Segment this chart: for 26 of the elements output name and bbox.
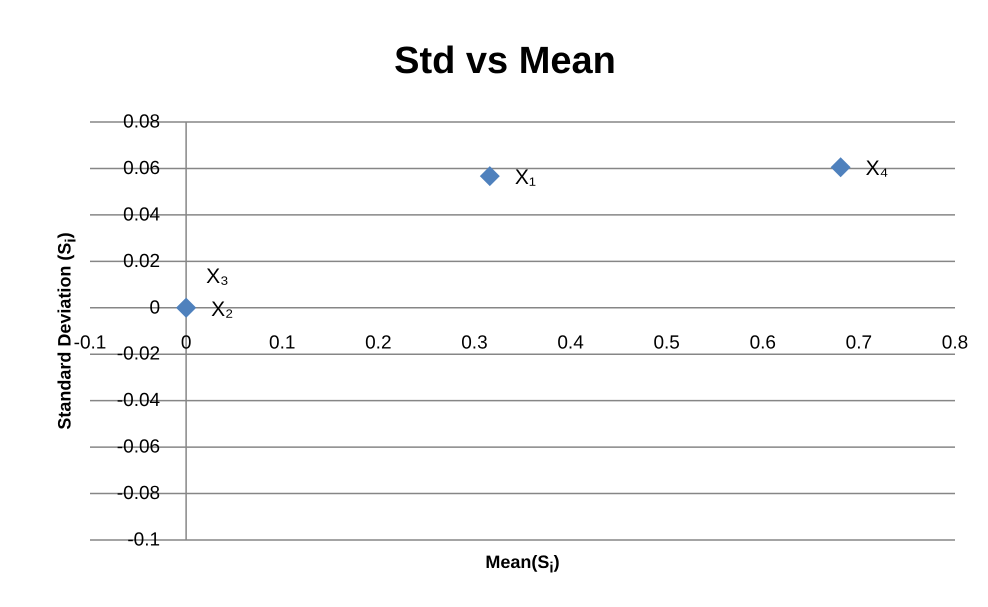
series-label: X₄	[866, 157, 888, 182]
series-label: X₁	[514, 166, 536, 190]
y-tick-label: 0.04	[123, 204, 161, 226]
x-tick-label: 0.7	[846, 332, 872, 354]
y-tick-label: -0.02	[116, 344, 160, 365]
series-label: X₃	[206, 264, 229, 289]
y-tick-label: -0.04	[116, 390, 161, 412]
series-label: X₂	[211, 298, 234, 322]
x-tick-label: 0	[180, 332, 192, 354]
x-tick-label: 0.2	[365, 332, 392, 354]
y-tick-label: 0.08	[123, 112, 160, 132]
y-tick-label: 0.02	[123, 250, 160, 272]
x-tick-label: 0.5	[653, 332, 680, 354]
x-tick-label: 0.8	[942, 332, 968, 354]
y-tick-label: -0.06	[116, 436, 160, 458]
x-axis-title: Mean(S$_{i}$)	[484, 551, 561, 579]
y-tick-label: -0.08	[116, 483, 160, 504]
y-tick-label: 0	[150, 297, 160, 318]
x-tick-label: 0.3	[461, 332, 488, 354]
y-tick-label: -0.1	[127, 530, 160, 550]
x-tick-label: -0.1	[74, 332, 106, 354]
y-tick-label: 0.06	[123, 158, 160, 179]
x-tick-label: 0.4	[557, 332, 584, 354]
x-tick-label: 0.1	[269, 332, 296, 354]
chart-title: Std vs Mean	[393, 39, 617, 84]
x-tick-label: 0.6	[750, 332, 776, 354]
